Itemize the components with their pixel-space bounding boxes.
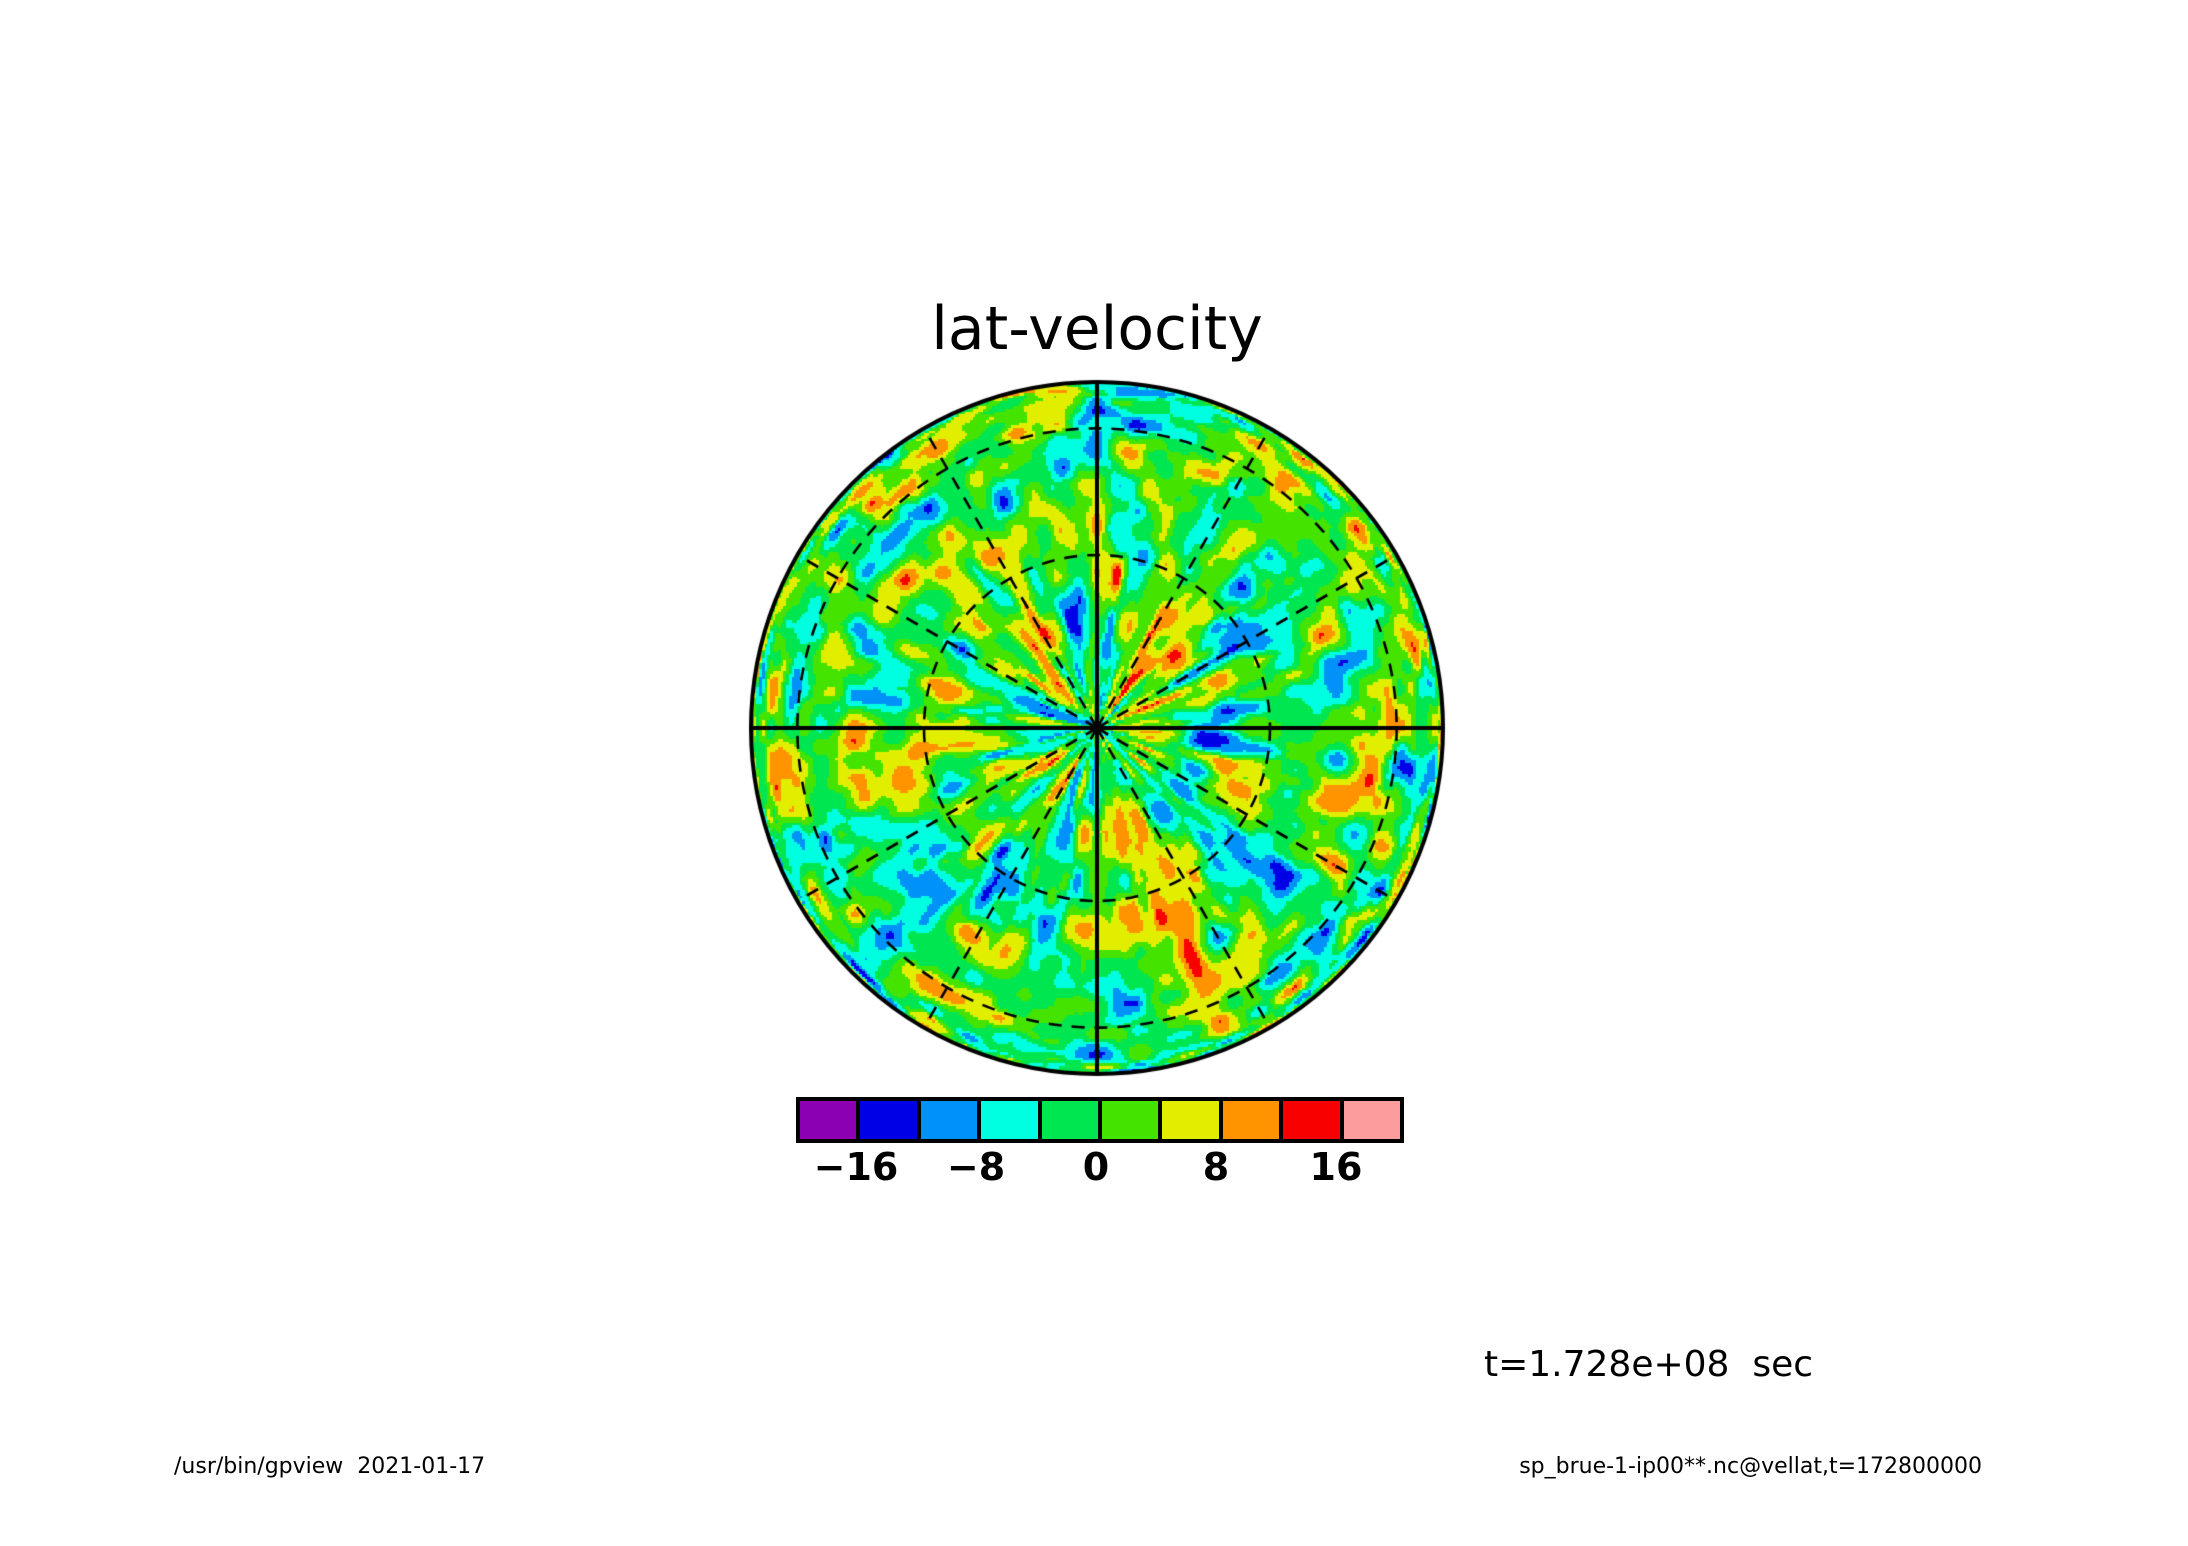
footer-command-stamp: /usr/bin/gpview 2021-01-17 [174,1454,486,1479]
colorbar-cell-pink [1339,1101,1401,1139]
footer-source-stamp: sp_brue-1-ip00**.nc@vellat,t=172800000 [1519,1454,1982,1479]
colorbar-cell-blue [856,1101,917,1139]
colorbar-cell-red [1279,1101,1340,1139]
colorbar-tick-label: −8 [946,1145,1006,1189]
colorbar-cell-cyan [977,1101,1038,1139]
colorbar-cell-purple [800,1101,857,1139]
colorbar-cell-azure [916,1101,978,1139]
colorbar-cell-orange [1218,1101,1280,1139]
time-annotation: t=1.728e+08 sec [1484,1344,1814,1385]
colorbar-tick-label: 0 [1082,1145,1110,1189]
colorbar-cell-spring-green [1037,1101,1099,1139]
colorbar-cell-green [1098,1101,1159,1139]
colorbar [796,1097,1404,1143]
colorbar-tick-label: 16 [1309,1145,1363,1189]
colorbar-tick-label: −16 [813,1145,899,1189]
colorbar-tick-labels: −16 −8 0 8 16 [796,1148,1396,1192]
colorbar-cell-yellow [1158,1101,1219,1139]
plot-title: lat-velocity [931,294,1263,364]
colorbar-tick-label: 8 [1202,1145,1230,1189]
polar-contour-plot [747,378,1447,1078]
